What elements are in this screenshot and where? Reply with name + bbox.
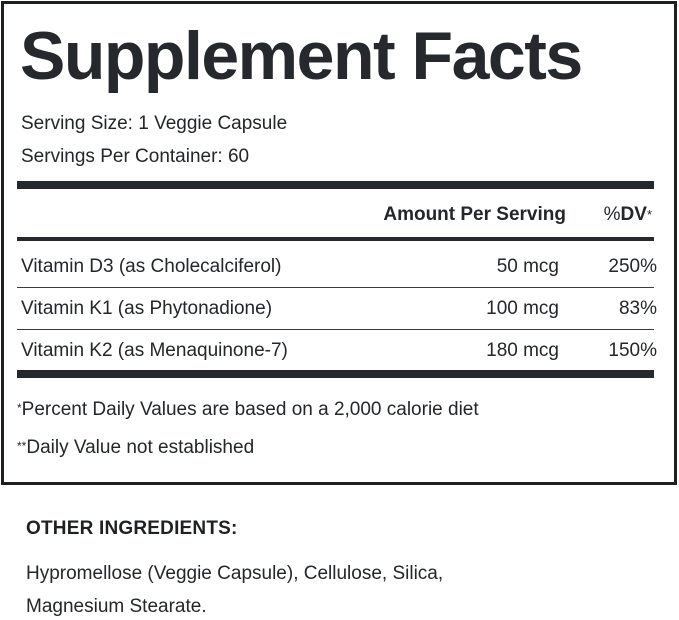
serving-size: Serving Size: 1 Veggie Capsule — [21, 113, 288, 134]
other-ingredients-line: Magnesium Stearate. — [26, 596, 207, 617]
column-header-amount: Amount Per Serving — [383, 204, 566, 225]
nutrient-dv: 250% — [608, 256, 657, 277]
footnote-mark: * — [17, 401, 22, 415]
other-ingredients-line: Hypromellose (Veggie Capsule), Cellulose… — [26, 563, 444, 584]
supplement-facts-panel — [1, 1, 677, 485]
other-ingredients-heading: OTHER INGREDIENTS: — [26, 518, 238, 539]
row-divider — [17, 329, 654, 330]
footnote-dv-not-established: **Daily Value not established — [17, 436, 254, 460]
servings-per-container: Servings Per Container: 60 — [21, 146, 250, 167]
footnote-text: Percent Daily Values are based on a 2,00… — [21, 399, 479, 420]
header-divider — [17, 237, 654, 241]
bottom-thick-divider — [17, 370, 654, 378]
row-divider — [17, 287, 654, 288]
nutrient-dv: 150% — [608, 340, 657, 361]
column-header-dv: %DV* — [603, 204, 652, 225]
nutrient-name: Vitamin D3 (as Cholecalciferol) — [21, 256, 282, 277]
nutrient-amount: 180 mcg — [486, 340, 559, 361]
nutrient-amount: 100 mcg — [486, 298, 559, 319]
dv-bold-text: DV — [620, 204, 647, 225]
top-thick-divider — [17, 181, 654, 189]
footnote-mark: ** — [17, 439, 27, 453]
label-title: Supplement Facts — [20, 18, 583, 94]
nutrient-amount: 50 mcg — [496, 256, 559, 277]
nutrient-dv: 83% — [618, 298, 657, 319]
nutrient-name: Vitamin K1 (as Phytonadione) — [21, 298, 273, 319]
nutrient-name: Vitamin K2 (as Menaquinone-7) — [21, 340, 288, 361]
footnote-text: Daily Value not established — [26, 437, 255, 458]
footnote-percent-dv: *Percent Daily Values are based on a 2,0… — [17, 398, 479, 422]
